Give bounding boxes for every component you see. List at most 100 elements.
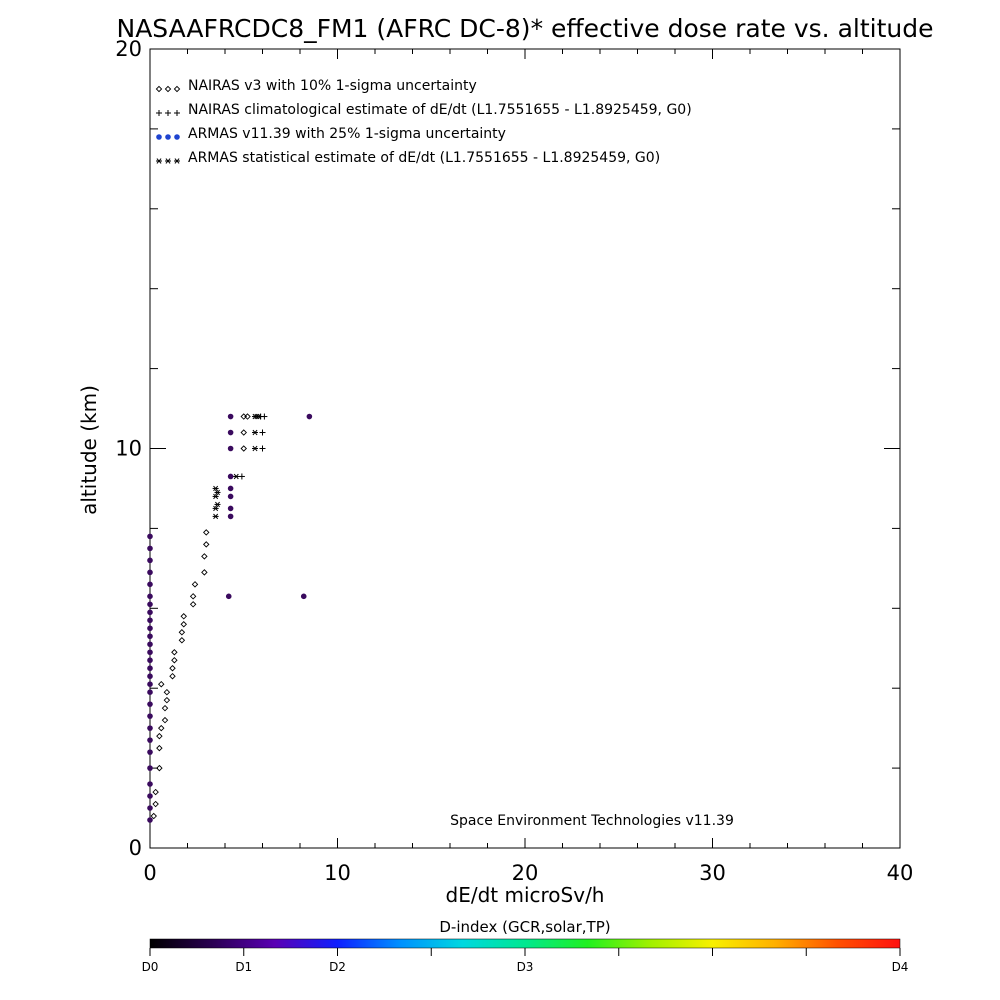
data-point <box>147 793 153 799</box>
data-point <box>174 134 180 140</box>
data-point <box>156 134 162 140</box>
data-point <box>169 664 176 672</box>
data-point <box>240 429 247 436</box>
data-point <box>227 473 234 480</box>
data-point <box>252 429 258 436</box>
data-point <box>147 633 153 640</box>
data-point <box>259 445 266 452</box>
colorbar-label: D3 <box>517 960 534 974</box>
data-point <box>152 800 159 808</box>
data-point <box>156 110 162 116</box>
data-point <box>212 485 219 492</box>
data-point <box>203 541 210 548</box>
legend: NAIRAS v3 with 10% 1-sigma uncertainty NA… <box>155 78 692 166</box>
legend-item: ARMAS statistical estimate of dE/dt (L1.… <box>156 150 660 166</box>
data-point <box>147 749 153 755</box>
y-tick-label: 20 <box>115 37 142 61</box>
data-point <box>252 445 258 452</box>
data-point <box>244 413 251 420</box>
data-point <box>163 696 171 704</box>
data-point <box>152 788 159 796</box>
colorbar-label: D1 <box>235 960 252 974</box>
data-point <box>147 657 153 664</box>
data-point <box>147 557 153 564</box>
data-point <box>147 569 153 576</box>
y-axis-label: altitude (km) <box>77 385 101 515</box>
data-point <box>147 665 153 672</box>
x-tick-label: 30 <box>699 861 726 885</box>
data-point <box>306 413 313 420</box>
colorbar-ticks <box>149 948 901 956</box>
data-point <box>147 737 153 743</box>
series-diamond <box>150 413 251 820</box>
data-point <box>214 501 221 508</box>
data-point <box>158 680 165 688</box>
y-tick-label: 10 <box>115 437 142 461</box>
data-point <box>227 445 234 452</box>
data-point <box>212 513 219 520</box>
colorbar-title: D-index (GCR,solar,TP) <box>439 918 610 936</box>
data-point <box>147 805 153 811</box>
data-point <box>214 489 221 496</box>
axis-ticks <box>149 48 901 849</box>
data-point <box>163 688 171 696</box>
data-marks <box>147 413 313 823</box>
colorbar-labels: D0 D1 D2 D3 D4 <box>142 960 909 974</box>
series-dot <box>147 413 313 823</box>
axis-tick-labels: 0 10 20 30 40 0 10 20 <box>115 37 913 885</box>
data-point <box>191 581 199 588</box>
data-point <box>147 649 153 656</box>
data-point <box>147 725 153 731</box>
chart-title: NASAAFRCDC8_FM1 (AFRC DC-8)* effective d… <box>117 14 934 43</box>
data-point <box>161 704 169 712</box>
data-point <box>147 641 153 648</box>
data-point <box>201 569 208 576</box>
data-point <box>233 473 240 480</box>
colorbar-label: D4 <box>892 960 909 974</box>
data-point <box>240 413 247 420</box>
data-point <box>174 158 180 164</box>
data-point <box>261 413 268 420</box>
data-point <box>300 593 307 600</box>
data-point <box>189 601 197 608</box>
series-asterisk <box>212 413 262 520</box>
data-point <box>147 713 153 719</box>
data-point <box>227 493 234 500</box>
data-point <box>189 593 197 600</box>
data-point <box>180 613 187 620</box>
data-point <box>165 134 171 140</box>
data-point <box>227 505 234 512</box>
data-point <box>227 485 234 492</box>
data-point <box>164 85 172 93</box>
data-point <box>147 533 153 540</box>
legend-label: NAIRAS v3 with 10% 1-sigma uncertainty <box>188 78 477 94</box>
data-point <box>238 473 245 480</box>
colorbar-label: D2 <box>329 960 346 974</box>
data-point <box>147 617 153 624</box>
credit-text: Space Environment Technologies v11.39 <box>450 813 734 829</box>
y-tick-label: 0 <box>129 836 142 860</box>
data-point <box>171 656 178 664</box>
data-point <box>147 625 153 632</box>
data-point <box>156 732 163 740</box>
legend-item: NAIRAS climatological estimate of dE/dt … <box>156 102 692 118</box>
legend-item: ARMAS v11.39 with 25% 1-sigma uncertaint… <box>156 126 506 142</box>
data-point <box>156 744 163 752</box>
data-point <box>156 158 162 164</box>
data-point <box>147 581 153 588</box>
legend-label: ARMAS v11.39 with 25% 1-sigma uncertaint… <box>188 126 506 142</box>
data-point <box>171 649 178 656</box>
data-point <box>259 429 266 436</box>
data-point <box>165 158 171 164</box>
x-tick-label: 40 <box>887 861 914 885</box>
data-point <box>240 445 247 452</box>
data-point <box>147 681 153 688</box>
data-point <box>178 637 186 644</box>
data-point <box>147 781 153 787</box>
data-point <box>173 85 181 93</box>
x-tick-label: 0 <box>143 861 156 885</box>
data-point <box>255 413 262 420</box>
data-point <box>174 110 180 116</box>
data-point <box>147 765 153 771</box>
data-point <box>156 764 163 772</box>
